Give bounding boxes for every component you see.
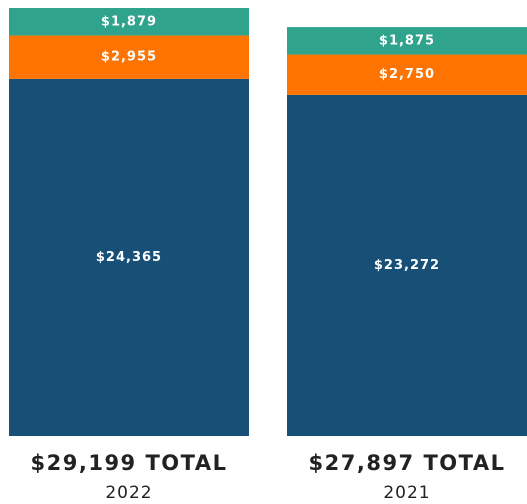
- total-label: $27,897 TOTAL: [309, 451, 506, 475]
- segment-label: $1,879: [101, 14, 157, 29]
- category-label: 2021: [383, 483, 430, 503]
- segment-label: $1,875: [379, 33, 435, 48]
- segment-label: $23,272: [374, 258, 440, 273]
- bar-segment: [9, 8, 249, 36]
- bar-segment: [9, 35, 249, 79]
- total-label: $29,199 TOTAL: [31, 451, 228, 475]
- segment-label: $2,750: [379, 67, 435, 82]
- category-label: 2022: [105, 483, 152, 503]
- segment-label: $24,365: [96, 250, 162, 265]
- bar-segment: [287, 94, 527, 437]
- bar-segment: [9, 78, 249, 437]
- bar-segment: [287, 27, 527, 55]
- bar-segment: [287, 54, 527, 95]
- segment-label: $2,955: [101, 50, 157, 65]
